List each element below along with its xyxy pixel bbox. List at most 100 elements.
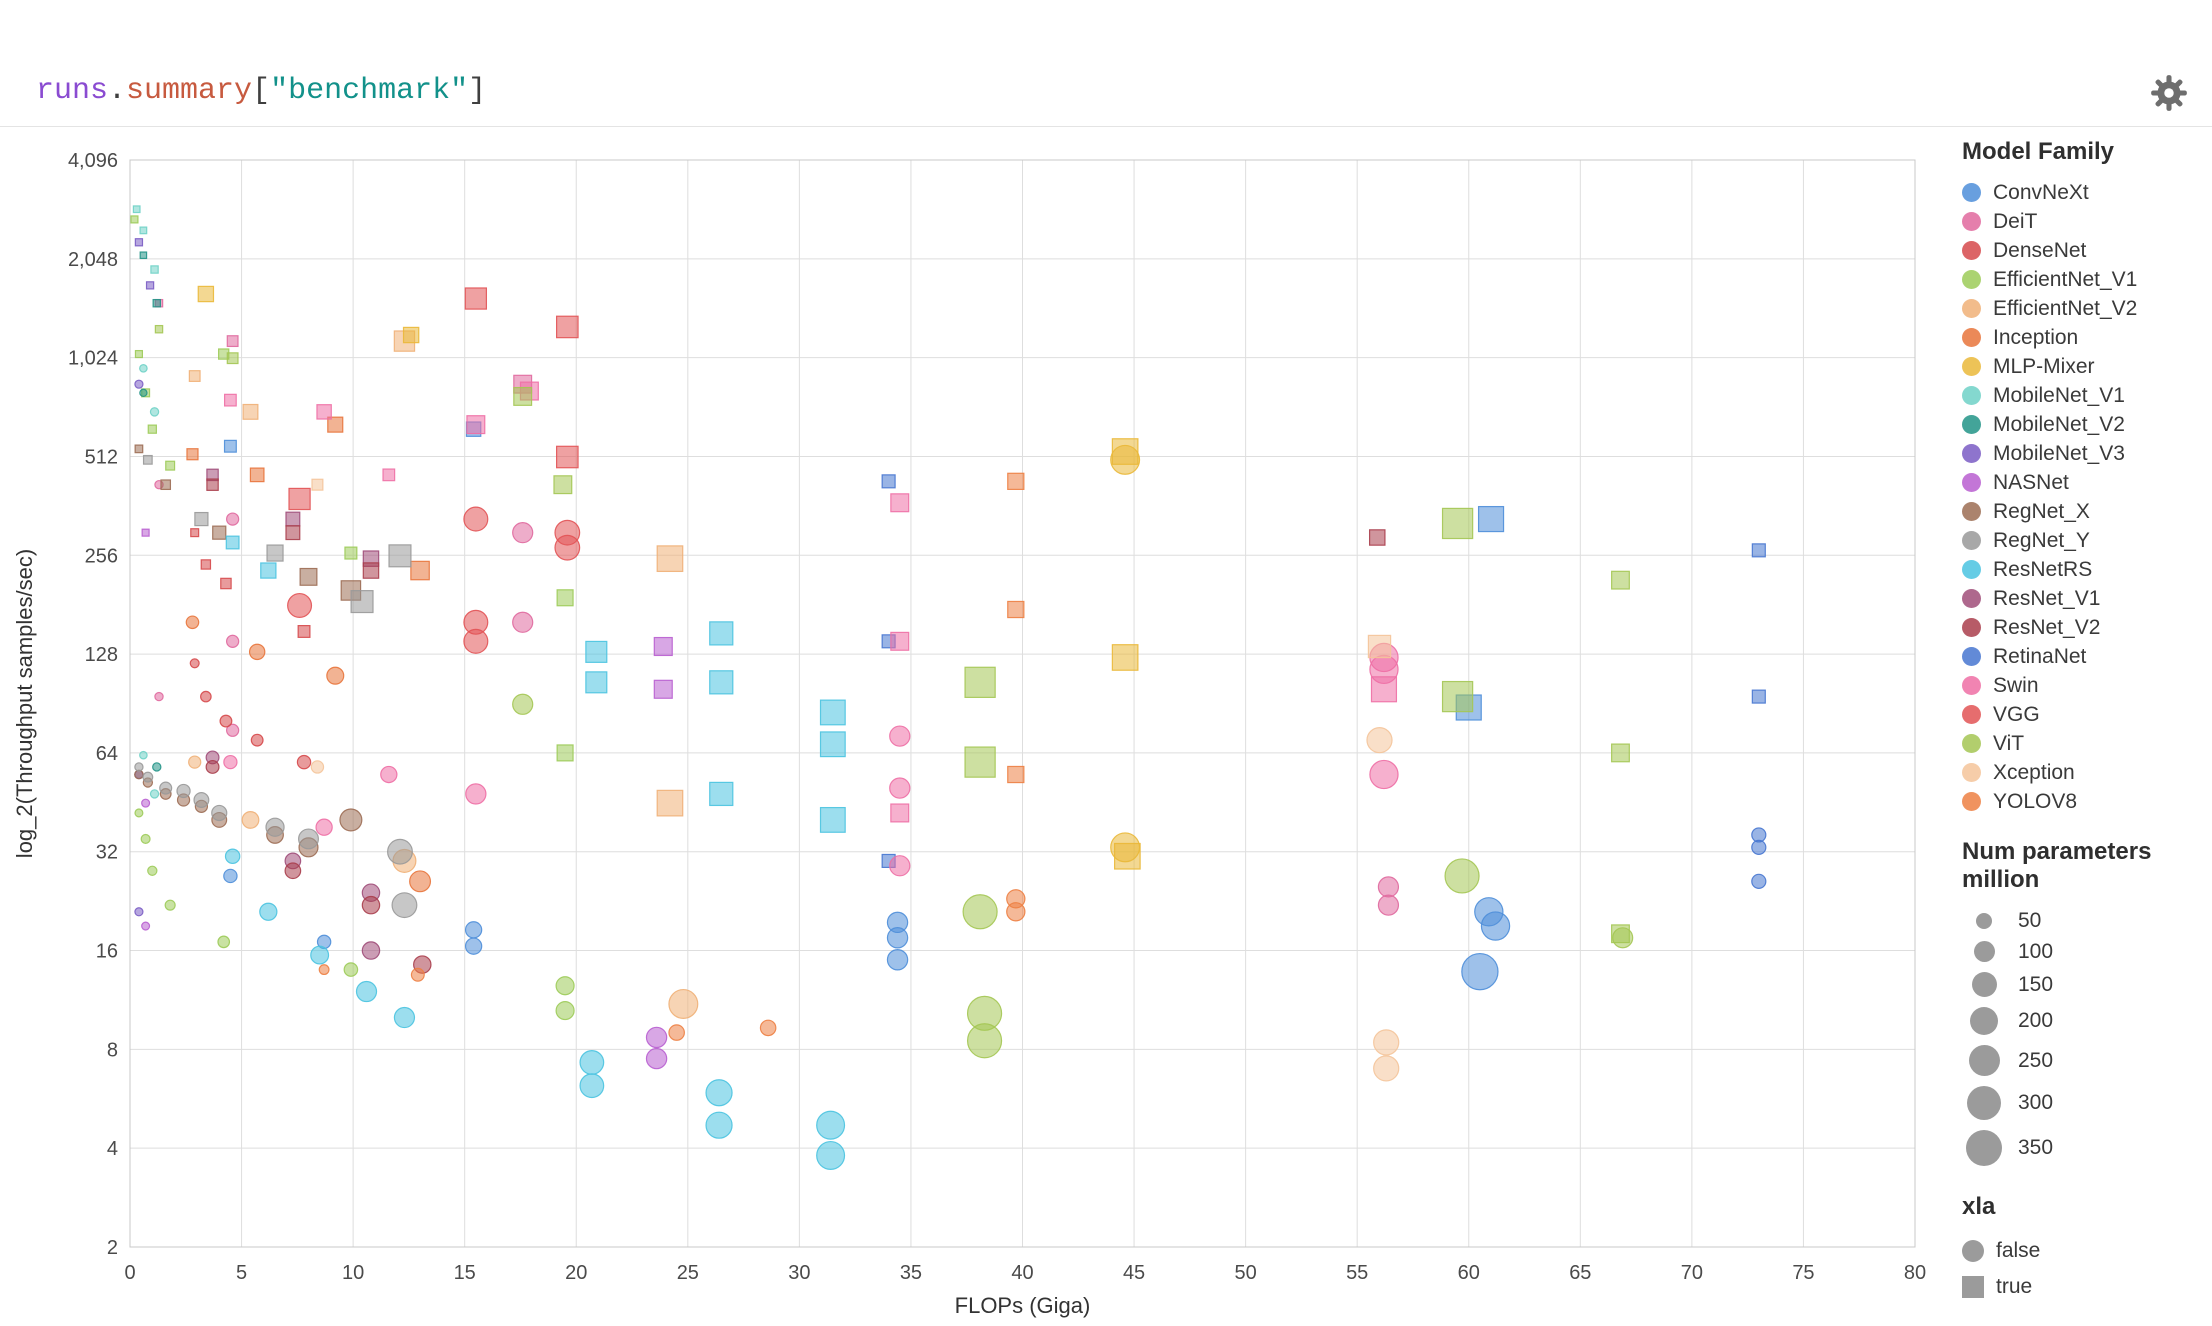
data-point[interactable] — [288, 487, 311, 511]
data-point[interactable] — [142, 771, 154, 783]
data-point[interactable] — [134, 349, 144, 359]
data-point[interactable] — [1377, 876, 1400, 898]
data-point[interactable] — [962, 894, 998, 930]
legend-item-DenseNet[interactable]: DenseNet — [1962, 236, 2208, 265]
legend-item-ViT[interactable]: ViT — [1962, 729, 2208, 758]
data-point[interactable] — [1441, 680, 1474, 713]
data-point[interactable] — [226, 335, 239, 348]
data-point[interactable] — [249, 467, 265, 483]
legend-item-Inception[interactable]: Inception — [1962, 323, 2208, 352]
data-point[interactable] — [139, 251, 148, 260]
data-point[interactable] — [1373, 1029, 1400, 1056]
data-point[interactable] — [224, 393, 237, 407]
data-point[interactable] — [1007, 765, 1025, 784]
data-point[interactable] — [205, 759, 220, 774]
data-point[interactable] — [410, 560, 430, 581]
data-point[interactable] — [410, 967, 425, 982]
data-point[interactable] — [668, 1024, 685, 1041]
data-point[interactable] — [217, 935, 231, 949]
data-point[interactable] — [241, 810, 260, 829]
data-point[interactable] — [1441, 507, 1474, 540]
legend-item-NASNet[interactable]: NASNet — [1962, 468, 2208, 497]
data-point[interactable] — [1366, 727, 1393, 754]
legend-item-MobileNet_V3[interactable]: MobileNet_V3 — [1962, 439, 2208, 468]
data-point[interactable] — [705, 1079, 733, 1107]
data-point[interactable] — [512, 693, 534, 715]
data-point[interactable] — [555, 1001, 575, 1021]
data-point[interactable] — [1110, 444, 1141, 475]
data-point[interactable] — [1377, 894, 1400, 916]
data-point[interactable] — [165, 460, 176, 471]
data-point[interactable] — [465, 783, 487, 805]
data-point[interactable] — [890, 631, 910, 651]
data-point[interactable] — [140, 833, 151, 844]
data-point[interactable] — [1751, 873, 1767, 889]
data-point[interactable] — [298, 828, 319, 850]
data-point[interactable] — [709, 670, 734, 695]
data-point[interactable] — [130, 215, 139, 224]
data-point[interactable] — [361, 941, 381, 960]
data-point[interactable] — [190, 528, 200, 538]
data-point[interactable] — [1751, 543, 1766, 558]
legend-item-RegNet_Y[interactable]: RegNet_Y — [1962, 526, 2208, 555]
data-point[interactable] — [152, 298, 162, 308]
data-point[interactable] — [164, 899, 176, 911]
data-point[interactable] — [350, 590, 374, 614]
data-point[interactable] — [200, 559, 212, 570]
data-point[interactable] — [464, 921, 483, 939]
data-point[interactable] — [653, 679, 673, 699]
data-point[interactable] — [223, 754, 238, 770]
data-point[interactable] — [211, 804, 228, 822]
data-point[interactable] — [265, 817, 285, 837]
data-point[interactable] — [242, 403, 259, 420]
data-point[interactable] — [132, 205, 141, 214]
data-point[interactable] — [149, 789, 160, 799]
data-point[interactable] — [1368, 529, 1386, 546]
data-point[interactable] — [142, 454, 153, 465]
data-point[interactable] — [343, 962, 359, 977]
data-point[interactable] — [310, 945, 330, 965]
data-point[interactable] — [889, 777, 911, 799]
data-point[interactable] — [139, 750, 148, 760]
data-point[interactable] — [134, 379, 144, 389]
data-point[interactable] — [585, 640, 608, 663]
legend-item-YOLOV8[interactable]: YOLOV8 — [1962, 787, 2208, 816]
data-point[interactable] — [388, 544, 412, 568]
data-point[interactable] — [1370, 676, 1398, 703]
data-point[interactable] — [656, 789, 684, 817]
data-point[interactable] — [316, 404, 332, 420]
data-point[interactable] — [134, 238, 144, 247]
data-point[interactable] — [206, 478, 219, 491]
data-point[interactable] — [393, 1006, 416, 1029]
data-point[interactable] — [382, 468, 396, 482]
data-point[interactable] — [344, 546, 358, 560]
data-point[interactable] — [1611, 743, 1630, 763]
data-point[interactable] — [463, 628, 489, 654]
data-point[interactable] — [296, 754, 312, 770]
data-point[interactable] — [361, 895, 381, 915]
data-point[interactable] — [310, 760, 325, 774]
data-point[interactable] — [1006, 902, 1026, 922]
data-point[interactable] — [886, 927, 909, 949]
data-point[interactable] — [200, 690, 212, 703]
data-point[interactable] — [463, 506, 489, 532]
data-point[interactable] — [653, 636, 673, 657]
data-point[interactable] — [285, 511, 301, 527]
data-point[interactable] — [197, 285, 215, 303]
data-point[interactable] — [134, 762, 144, 772]
data-point[interactable] — [556, 744, 574, 762]
legend-item-MLP-Mixer[interactable]: MLP-Mixer — [1962, 352, 2208, 381]
data-point[interactable] — [1461, 952, 1499, 991]
data-point[interactable] — [579, 1073, 605, 1099]
legend-item-RetinaNet[interactable]: RetinaNet — [1962, 642, 2208, 671]
data-point[interactable] — [219, 714, 233, 728]
data-point[interactable] — [220, 577, 232, 590]
data-point[interactable] — [890, 493, 910, 513]
legend-item-ResNetRS[interactable]: ResNetRS — [1962, 555, 2208, 584]
data-point[interactable] — [226, 352, 239, 365]
data-point[interactable] — [355, 980, 378, 1003]
data-point[interactable] — [147, 865, 158, 876]
data-point[interactable] — [327, 416, 344, 433]
legend-item-DeiT[interactable]: DeiT — [1962, 207, 2208, 236]
data-point[interactable] — [193, 792, 210, 808]
